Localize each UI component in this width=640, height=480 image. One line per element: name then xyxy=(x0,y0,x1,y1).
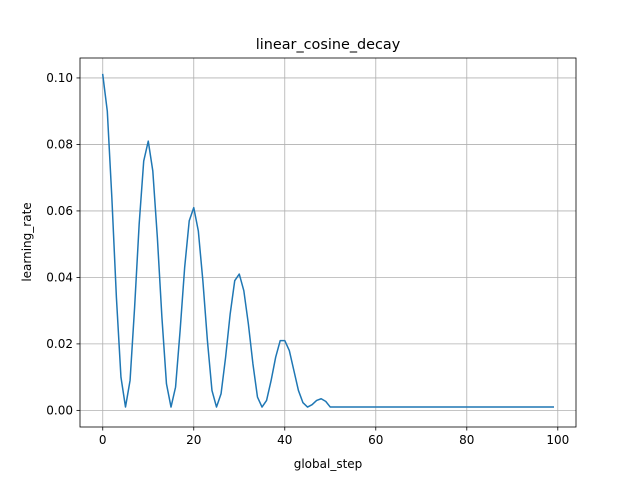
y-tick-label: 0.08 xyxy=(46,138,73,152)
x-tick-label: 60 xyxy=(368,433,383,447)
y-tick-label: 0.02 xyxy=(46,337,73,351)
y-axis-label: learning_rate xyxy=(20,202,34,281)
y-tick-label: 0.04 xyxy=(46,271,73,285)
y-axis-ticks: 0.00 0.02 0.04 0.06 0.08 0.10 xyxy=(46,71,80,418)
y-tick-label: 0.10 xyxy=(46,71,73,85)
x-tick-label: 40 xyxy=(277,433,292,447)
y-tick-label: 0.06 xyxy=(46,204,73,218)
series-line xyxy=(101,73,554,408)
x-tick-label: 80 xyxy=(459,433,474,447)
x-tick-label: 20 xyxy=(186,433,201,447)
y-tick-label: 0.00 xyxy=(46,404,73,418)
plot-frame xyxy=(79,57,577,428)
grid xyxy=(80,58,576,427)
x-tick-label: 0 xyxy=(99,433,107,447)
x-tick-label: 100 xyxy=(546,433,569,447)
x-axis-ticks: 0 20 40 60 80 100 xyxy=(99,427,569,447)
chart-title: linear_cosine_decay xyxy=(256,37,401,53)
x-axis-label: global_step xyxy=(294,457,363,471)
plot-lines xyxy=(101,73,554,408)
